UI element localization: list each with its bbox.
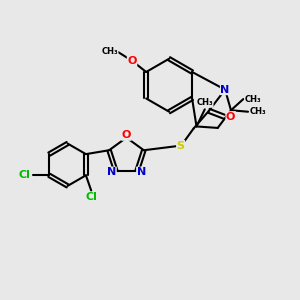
- Text: N: N: [137, 167, 146, 177]
- Text: Cl: Cl: [85, 192, 97, 202]
- Text: S: S: [177, 141, 184, 151]
- Text: Cl: Cl: [19, 170, 31, 180]
- Text: CH₃: CH₃: [244, 94, 261, 103]
- Text: N: N: [107, 167, 116, 177]
- Text: N: N: [220, 85, 230, 94]
- Text: CH₃: CH₃: [250, 107, 266, 116]
- Text: O: O: [226, 112, 236, 122]
- Text: CH₃: CH₃: [101, 47, 118, 56]
- Text: O: O: [128, 56, 137, 66]
- Text: O: O: [122, 130, 131, 140]
- Text: CH₃: CH₃: [196, 98, 213, 107]
